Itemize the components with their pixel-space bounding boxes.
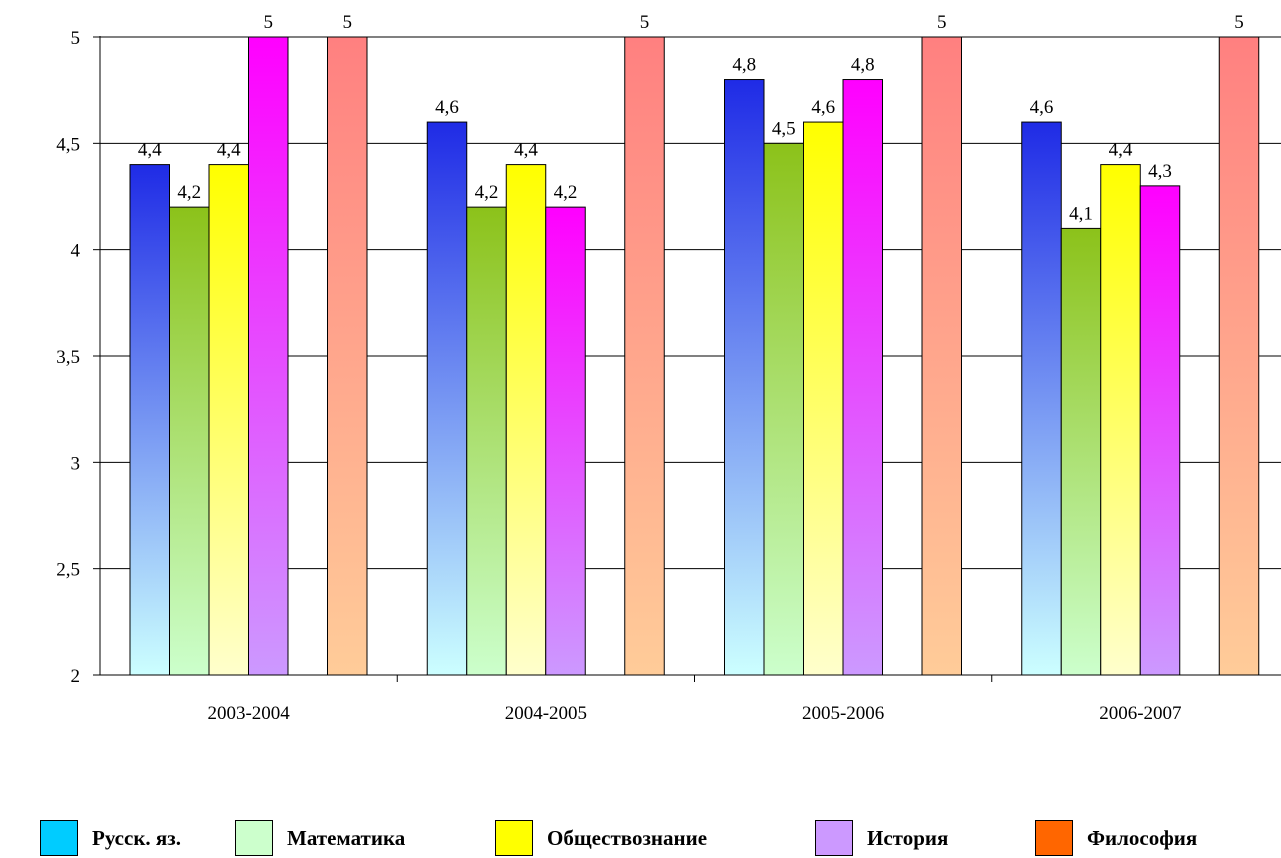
y-tick-label: 3,5 <box>56 347 80 368</box>
data-label: 5 <box>640 12 650 33</box>
data-label: 4,8 <box>851 55 875 76</box>
data-label: 4,4 <box>1109 140 1133 161</box>
data-label: 4,6 <box>435 97 459 118</box>
legend-swatch <box>40 820 78 856</box>
bar <box>466 206 507 676</box>
bar <box>1021 121 1062 676</box>
y-tick-label: 5 <box>71 28 81 49</box>
legend-label: Русск. яз. <box>92 826 181 850</box>
axes: 2 2,5 3 3,5 4 4,5 5 2003-2004 2004-2005 2005-2006… <box>56 28 1281 724</box>
bar <box>1100 164 1141 676</box>
bar <box>248 36 289 676</box>
legend-swatch <box>1035 820 1073 856</box>
legend-label: Обществознание <box>547 826 708 850</box>
data-labels: 4,4 4,2 4,4 5 5 4,6 4,2 4,4 4,2 5 4,8 4,5 4,6 4,8 5 4,6… <box>138 12 1244 224</box>
legend-swatch <box>495 820 533 856</box>
data-label: 4,2 <box>177 182 201 203</box>
data-label: 5 <box>1234 12 1244 33</box>
bar <box>1139 185 1181 676</box>
y-tick-label: 2 <box>71 666 81 687</box>
legend-swatch <box>815 820 853 856</box>
data-label: 5 <box>264 12 274 33</box>
legend-label: История <box>867 826 949 850</box>
bar <box>505 164 547 676</box>
legend-swatch <box>235 820 273 856</box>
y-tick-label: 4,5 <box>56 134 80 155</box>
data-label: 4,6 <box>1030 97 1054 118</box>
data-label: 4,4 <box>217 140 241 161</box>
data-label: 5 <box>937 12 947 33</box>
x-tick-label: 2004-2005 <box>505 703 587 724</box>
legend-label: Философия <box>1087 826 1198 850</box>
y-tick-label: 4 <box>71 241 81 262</box>
bar-chart: 4,4 4,2 4,4 5 5 4,6 4,2 4,4 4,2 5 4,8 4,5 4,6 4,8 5 4,6… <box>56 12 1281 724</box>
bar <box>624 36 665 676</box>
data-label: 4,3 <box>1148 161 1172 182</box>
data-label: 4,8 <box>732 55 756 76</box>
x-tick-label: 2006-2007 <box>1099 703 1181 724</box>
data-label: 4,2 <box>554 182 578 203</box>
bar <box>545 206 586 676</box>
data-label: 4,6 <box>811 97 835 118</box>
data-label: 4,2 <box>475 182 499 203</box>
y-tick-label: 3 <box>71 453 81 474</box>
data-label: 5 <box>343 12 353 33</box>
x-tick-label: 2005-2006 <box>802 703 884 724</box>
bar <box>842 79 883 676</box>
bar <box>803 121 844 676</box>
bar <box>1218 36 1260 676</box>
x-tick-label: 2003-2004 <box>207 703 290 724</box>
legend-label: Математика <box>287 826 406 850</box>
bar <box>921 36 962 676</box>
bar <box>169 206 210 676</box>
data-label: 4,1 <box>1069 203 1093 224</box>
bar <box>129 164 170 676</box>
bar <box>426 121 468 676</box>
bar <box>763 142 804 676</box>
bar <box>208 164 249 676</box>
bar <box>1060 227 1102 676</box>
data-label: 4,4 <box>138 140 162 161</box>
y-tick-label: 2,5 <box>56 560 80 581</box>
legend: Русск. яз. Математика Обществознание Ист… <box>0 820 1281 858</box>
bars <box>129 36 1260 676</box>
data-label: 4,4 <box>514 140 538 161</box>
data-label: 4,5 <box>772 118 796 139</box>
bar <box>724 79 765 676</box>
bar <box>327 36 368 676</box>
